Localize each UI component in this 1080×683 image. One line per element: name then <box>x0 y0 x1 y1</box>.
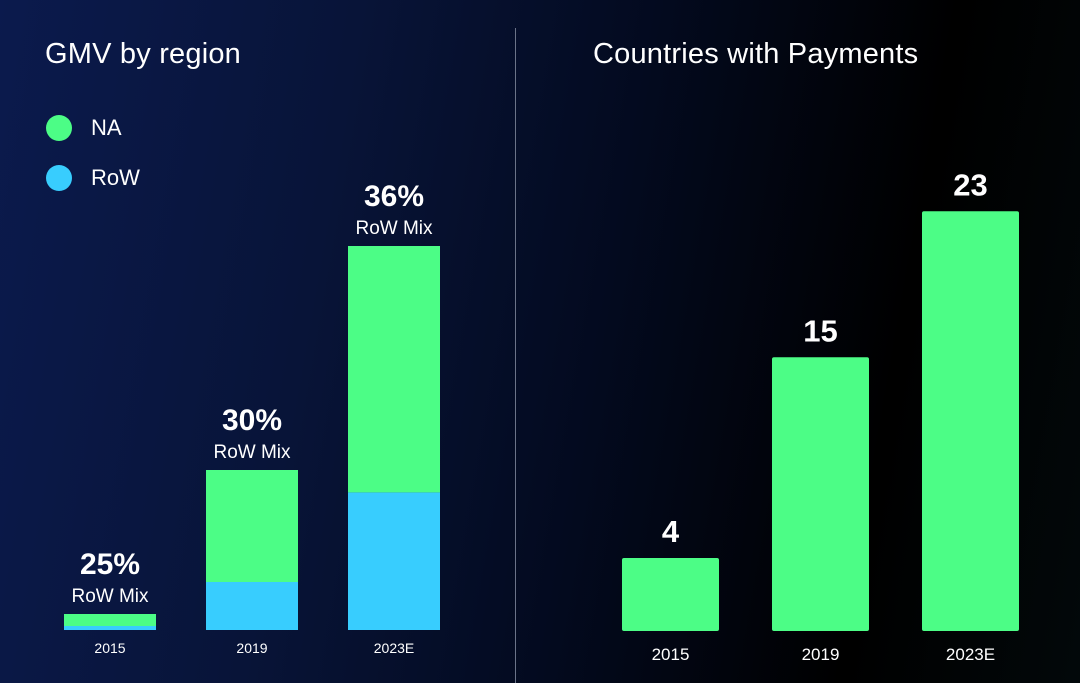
gmv-row-mix-value-2023e: 36% <box>364 180 424 213</box>
legend-swatch-na <box>46 115 72 141</box>
gmv-panel: GMV by region NA RoW <box>0 0 516 683</box>
gmv-bar-na-2019 <box>206 470 298 582</box>
countries-x-tick-2015: 2015 <box>652 645 690 664</box>
gmv-row-mix-label-2015: RoW Mix <box>71 586 149 607</box>
legend-item-na: NA <box>46 113 140 143</box>
gmv-row-mix-label-2019: RoW Mix <box>213 442 291 463</box>
gmv-chart-title: GMV by region <box>45 38 242 70</box>
gmv-x-tick-2019: 2019 <box>236 640 267 656</box>
countries-chart-title: Countries with Payments <box>593 38 919 70</box>
gmv-bar-row-2023e <box>348 492 440 630</box>
countries-data-label-2023e: 23 <box>953 167 987 202</box>
countries-bar-2019 <box>772 357 869 631</box>
gmv-bar-row-2019 <box>206 582 298 630</box>
legend-swatch-row <box>46 165 72 191</box>
gmv-row-mix-label-2023e: RoW Mix <box>355 218 433 239</box>
countries-data-label-2019: 15 <box>803 313 837 348</box>
countries-x-tick-2019: 2019 <box>802 645 840 664</box>
gmv-row-mix-value-2015: 25% <box>80 548 140 581</box>
legend-item-row: RoW <box>46 163 140 193</box>
countries-data-label-2015: 4 <box>662 514 680 549</box>
gmv-bar-row-2015 <box>64 626 156 630</box>
countries-bar-2023e <box>922 211 1019 631</box>
legend-label-na: NA <box>91 115 122 140</box>
panel-divider <box>515 28 516 683</box>
countries-panel: Countries with Payments <box>517 0 1080 683</box>
gmv-bar-na-2015 <box>64 614 156 626</box>
gmv-x-tick-2023e: 2023E <box>374 640 414 656</box>
countries-x-tick-2023e: 2023E <box>946 645 995 664</box>
legend-label-row: RoW <box>91 165 140 190</box>
gmv-row-mix-value-2019: 30% <box>222 404 282 437</box>
countries-bar-2015 <box>622 558 719 631</box>
gmv-bar-na-2023e <box>348 246 440 493</box>
gmv-legend: NA RoW <box>46 113 140 213</box>
gmv-x-tick-2015: 2015 <box>94 640 125 656</box>
